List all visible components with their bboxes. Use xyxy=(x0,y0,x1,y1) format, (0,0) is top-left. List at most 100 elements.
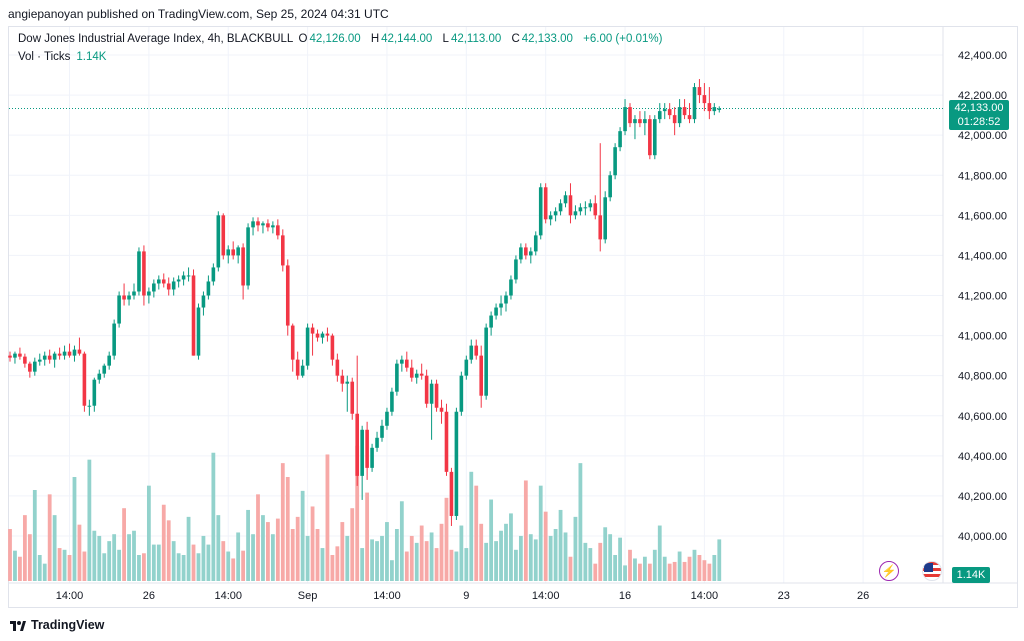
lightning-icon[interactable]: ⚡ xyxy=(879,561,899,581)
volume-bar xyxy=(499,530,503,581)
candle-body xyxy=(613,147,617,176)
symbol-label[interactable]: Dow Jones Industrial Average Index, 4h, … xyxy=(18,33,294,45)
volume-bar xyxy=(325,454,330,581)
volume-bar xyxy=(52,515,57,581)
volume-bar xyxy=(702,560,707,581)
volume-bar xyxy=(434,548,439,581)
candle-body xyxy=(558,203,563,212)
volume-bar xyxy=(558,509,563,581)
volume-bar xyxy=(469,471,474,581)
volume-bar xyxy=(32,490,37,581)
chart-frame xyxy=(8,26,1018,608)
volume-bar xyxy=(216,515,221,581)
volume-bar xyxy=(315,529,320,581)
candle-body xyxy=(305,327,310,366)
candle-body xyxy=(524,247,528,256)
x-tick-label: 14:00 xyxy=(56,590,84,602)
candle-body xyxy=(127,295,131,300)
candle-body xyxy=(37,359,42,362)
candle-body xyxy=(132,291,136,296)
volume-bar xyxy=(444,497,449,581)
volume-bar xyxy=(305,535,310,581)
candle-body xyxy=(662,109,667,112)
volume-bar xyxy=(424,541,429,581)
volume-bar xyxy=(57,548,62,581)
x-tick-label: 26 xyxy=(143,590,155,602)
volume-bar xyxy=(479,523,484,581)
candle-body xyxy=(216,215,221,268)
candle-body xyxy=(256,221,260,226)
candle-body xyxy=(375,437,379,448)
bar-countdown: 01:28:52 xyxy=(957,116,1001,128)
candle-body xyxy=(191,275,196,356)
y-tick-label: 42,400.00 xyxy=(958,50,1007,62)
volume-bar xyxy=(166,520,171,581)
y-tick-label: 42,200.00 xyxy=(958,90,1007,102)
y-tick-label: 40,600.00 xyxy=(958,411,1007,423)
volume-bar xyxy=(22,515,27,581)
volume-label[interactable]: Vol · Ticks xyxy=(18,51,71,63)
volume-bar xyxy=(370,539,374,581)
volume-bar xyxy=(404,551,409,581)
candle-body xyxy=(385,411,389,426)
candle-body xyxy=(499,303,503,308)
volume-bar xyxy=(598,542,603,581)
volume-value: 1.14K xyxy=(76,51,107,63)
volume-bar xyxy=(494,541,498,581)
volume-bar xyxy=(97,535,102,581)
candle-body xyxy=(504,295,508,304)
volume-bar xyxy=(548,535,553,581)
tradingview-logo[interactable]: TradingView xyxy=(10,618,104,632)
candle-body xyxy=(628,107,632,124)
candle-body xyxy=(226,249,231,256)
volume-bar xyxy=(112,534,117,581)
x-tick-label: 14:00 xyxy=(373,590,401,602)
candle-body xyxy=(355,413,359,476)
candle-body xyxy=(633,119,637,124)
x-tick-label: 14:00 xyxy=(691,590,719,602)
candle-body xyxy=(543,187,548,220)
volume-bar xyxy=(692,549,697,581)
volume-bar xyxy=(687,556,692,581)
volume-bar xyxy=(132,530,136,581)
volume-legend: Vol · Ticks 1.14K xyxy=(18,51,106,63)
candle-body xyxy=(573,211,578,216)
candle-body xyxy=(42,355,47,360)
ohlc-legend: Dow Jones Industrial Average Index, 4h, … xyxy=(18,33,669,45)
candle-body xyxy=(702,95,707,104)
candle-body xyxy=(400,359,404,364)
volume-bar xyxy=(191,544,196,581)
candle-body xyxy=(23,356,27,364)
volume-bar xyxy=(231,558,236,581)
volume-bar xyxy=(92,530,97,581)
candle-body xyxy=(33,361,37,372)
candle-body xyxy=(365,429,369,468)
candle-body xyxy=(449,471,454,516)
candle-body xyxy=(429,383,434,404)
volume-bar xyxy=(67,555,72,581)
candle-body xyxy=(166,283,171,290)
candle-body xyxy=(241,247,245,286)
volume-bar xyxy=(87,459,92,581)
volume-bar xyxy=(409,535,414,581)
candle-body xyxy=(52,353,57,360)
candle-body xyxy=(553,211,558,216)
candle-body xyxy=(271,225,275,228)
candle-body xyxy=(509,279,513,296)
volume-bar xyxy=(459,525,464,581)
candle-body xyxy=(77,349,82,354)
volume-bar xyxy=(553,529,558,581)
candle-body xyxy=(350,381,355,414)
candle-body xyxy=(171,281,176,290)
candle-body xyxy=(643,119,647,124)
candle-body xyxy=(390,391,394,412)
candle-body xyxy=(82,353,87,406)
candle-body xyxy=(672,115,677,124)
candle-body xyxy=(236,247,240,256)
candle-body xyxy=(62,351,67,356)
us-flag-icon[interactable] xyxy=(922,561,942,581)
volume-bar xyxy=(365,492,370,581)
volume-bar xyxy=(360,548,365,581)
volume-bar xyxy=(18,556,22,581)
